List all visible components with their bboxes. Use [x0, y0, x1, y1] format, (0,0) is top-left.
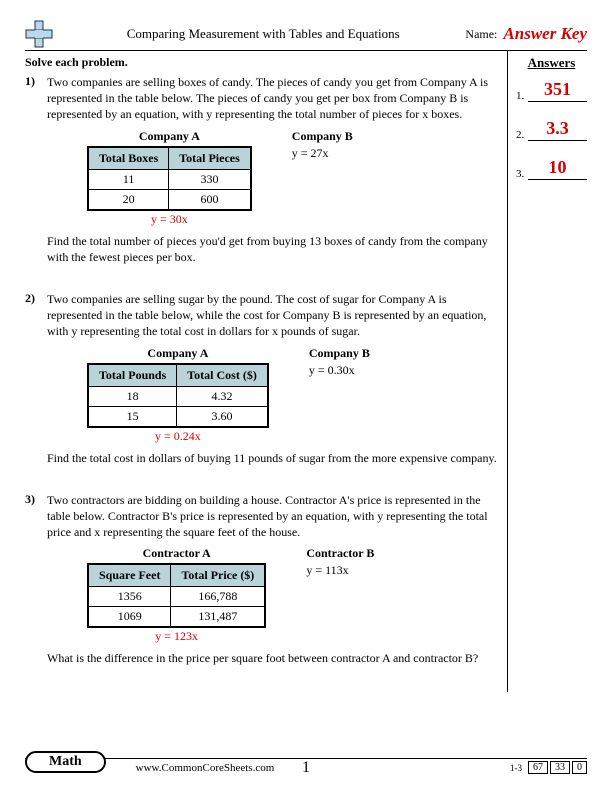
- answer-value: 10: [528, 157, 587, 180]
- followup-text: Find the total number of pieces you'd ge…: [47, 233, 499, 265]
- table-cell: 11: [88, 169, 169, 189]
- table-cell: 330: [169, 169, 251, 189]
- company-a-label: Company A: [87, 346, 269, 361]
- table-cell: 600: [169, 189, 251, 210]
- answers-header: Answers: [516, 55, 587, 71]
- table-cell: 4.32: [177, 386, 268, 406]
- company-a-equation: y = 0.24x: [87, 429, 269, 444]
- logo-cross-icon: [25, 20, 53, 48]
- problem-text: Two companies are selling sugar by the p…: [47, 291, 499, 340]
- company-b-label: Company B: [309, 346, 370, 361]
- table-header: Total Price ($): [171, 564, 265, 587]
- answer-slot: 3.10: [516, 157, 587, 180]
- problem: 2) Two companies are selling sugar by the…: [25, 291, 499, 466]
- answer-slot: 2.3.3: [516, 118, 587, 141]
- problem-number: 3): [25, 492, 35, 507]
- table-cell: 3.60: [177, 406, 268, 427]
- table-header: Total Cost ($): [177, 364, 268, 387]
- instruction-text: Solve each problem.: [25, 55, 499, 70]
- company-b: Company B y = 0.30x: [309, 346, 370, 444]
- table-cell: 166,788: [171, 587, 265, 607]
- problem: 3) Two contractors are bidding on buildin…: [25, 492, 499, 667]
- company-b-equation: y = 0.30x: [309, 363, 370, 378]
- answer-slot: 1.351: [516, 79, 587, 102]
- subject-box: Math: [25, 751, 106, 773]
- answer-num: 2.: [516, 129, 528, 141]
- company-b-equation: y = 27x: [292, 146, 353, 161]
- scoring-boxes: 1-3 67 33 0: [510, 761, 587, 774]
- followup-text: Find the total cost in dollars of buying…: [47, 450, 499, 466]
- score-box: 33: [550, 761, 570, 774]
- problem-number: 2): [25, 291, 35, 306]
- company-a-label: Company A: [87, 129, 252, 144]
- problem-text: Two companies are selling boxes of candy…: [47, 74, 499, 123]
- company-b: Company B y = 27x: [292, 129, 353, 227]
- table-cell: 15: [88, 406, 177, 427]
- worksheet-title: Comparing Measurement with Tables and Eq…: [61, 26, 465, 42]
- answer-num: 3.: [516, 168, 528, 180]
- company-a-equation: y = 123x: [87, 629, 266, 644]
- table-header: Square Feet: [88, 564, 171, 587]
- problem: 1) Two companies are selling boxes of can…: [25, 74, 499, 265]
- worksheet-footer: Math www.CommonCoreSheets.com 1 1-3 67 3…: [25, 758, 587, 774]
- table-cell: 1069: [88, 607, 171, 628]
- score-range: 1-3: [510, 763, 522, 773]
- name-label: Name:: [465, 27, 497, 42]
- answers-column: Answers 1.351 2.3.3 3.10: [507, 51, 587, 692]
- table-cell: 131,487: [171, 607, 265, 628]
- table-header: Total Boxes: [88, 147, 169, 170]
- table-cell: 18: [88, 386, 177, 406]
- data-table: Square FeetTotal Price ($)1356166,788106…: [87, 563, 266, 628]
- table-cell: 1356: [88, 587, 171, 607]
- page-number: 1: [302, 759, 310, 777]
- data-table: Total BoxesTotal Pieces1133020600: [87, 146, 252, 211]
- data-table: Total PoundsTotal Cost ($)184.32153.60: [87, 363, 269, 428]
- followup-text: What is the difference in the price per …: [47, 650, 499, 666]
- table-header: Total Pieces: [169, 147, 251, 170]
- score-box: 67: [528, 761, 548, 774]
- worksheet-header: Comparing Measurement with Tables and Eq…: [25, 20, 587, 51]
- answer-value: 351: [528, 79, 587, 102]
- company-b-label: Company B: [292, 129, 353, 144]
- table-cell: 20: [88, 189, 169, 210]
- company-a-equation: y = 30x: [87, 212, 252, 227]
- company-a: Company A Total BoxesTotal Pieces11330206…: [87, 129, 252, 227]
- problems-column: Solve each problem. 1) Two companies are …: [25, 51, 507, 692]
- company-a-label: Contractor A: [87, 546, 266, 561]
- answer-value: 3.3: [528, 118, 587, 141]
- table-header: Total Pounds: [88, 364, 177, 387]
- company-b-label: Contractor B: [306, 546, 374, 561]
- answer-num: 1.: [516, 90, 528, 102]
- company-b: Contractor B y = 113x: [306, 546, 374, 644]
- company-a: Contractor ASquare FeetTotal Price ($)13…: [87, 546, 266, 644]
- company-a: Company A Total PoundsTotal Cost ($)184.3…: [87, 346, 269, 444]
- problem-number: 1): [25, 74, 35, 89]
- answer-key-label: Answer Key: [503, 24, 587, 44]
- score-box: 0: [572, 761, 587, 774]
- company-b-equation: y = 113x: [306, 563, 374, 578]
- problem-text: Two contractors are bidding on building …: [47, 492, 499, 541]
- footer-url: www.CommonCoreSheets.com: [136, 762, 275, 774]
